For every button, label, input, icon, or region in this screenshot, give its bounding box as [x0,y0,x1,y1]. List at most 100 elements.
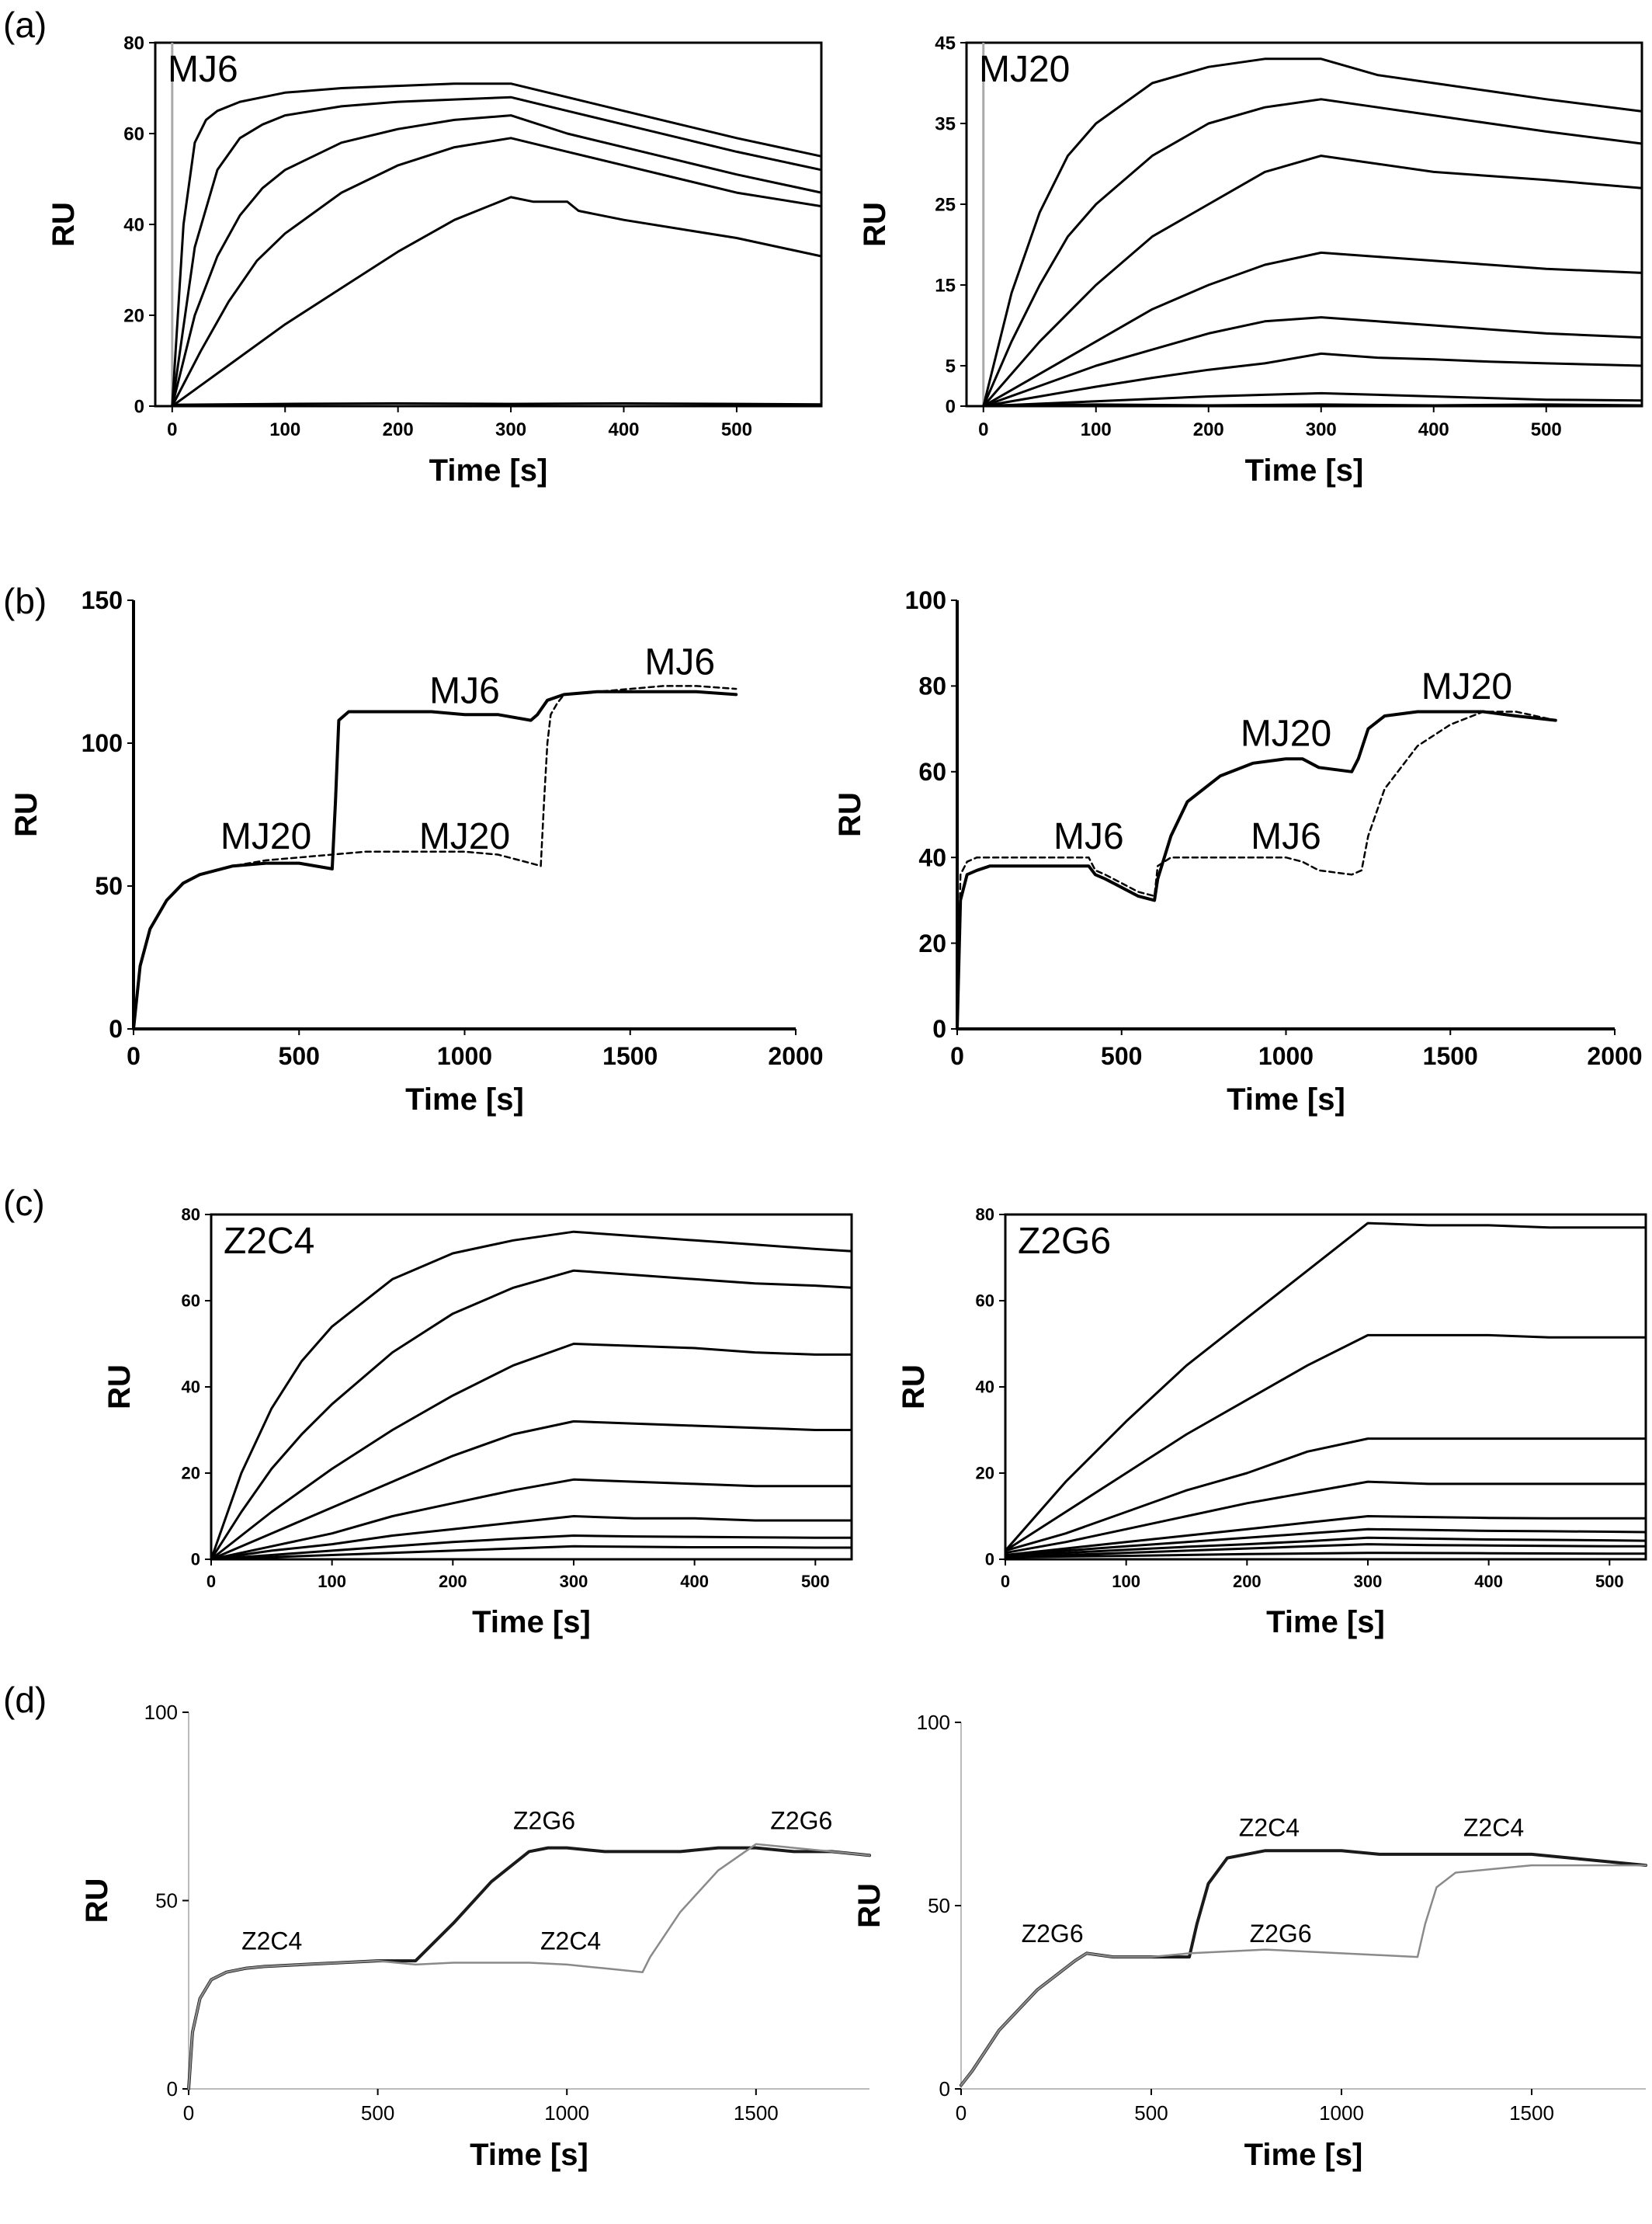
plot-frame [965,41,1643,408]
x-tick-label: 400 [608,419,639,440]
series-line [1004,1527,1647,1556]
y-axis-label: RU [852,1883,887,1928]
plot-frame [1004,1213,1647,1561]
x-axis-label: Time [s] [1266,1605,1385,1639]
y-tick-label: 20 [976,1464,994,1483]
plot-frame [210,1213,853,1561]
y-tick-label: 60 [182,1291,200,1311]
annotation-label: MJ20 [1421,666,1512,707]
series-line [187,1846,871,2090]
y-tick-label: 50 [928,1894,950,1917]
x-tick-label: 300 [495,419,526,440]
y-tick-label: 35 [935,113,956,134]
annotation-label: Z2G6 [513,1806,575,1834]
series-line [982,352,1643,408]
x-tick-label: 0 [956,2101,967,2125]
x-tick-label: 200 [439,1572,467,1591]
series-line [210,1515,853,1561]
x-tick-label: 200 [1193,419,1224,440]
x-tick-label: 500 [1595,1572,1624,1591]
x-tick-label: 300 [1354,1572,1383,1591]
x-axis-label: Time [s] [472,1605,591,1639]
y-tick-label: 0 [134,396,144,417]
annotation-label: Z2C4 [1463,1813,1524,1841]
x-tick-label: 2000 [1587,1042,1642,1070]
panel-label-b: (b) [3,581,47,621]
annotation-label: MJ20 [419,816,510,857]
y-tick-label: 80 [182,1205,200,1225]
series-line [982,391,1643,408]
series-line [132,685,738,1030]
x-tick-label: 500 [1531,419,1562,440]
x-tick-label: 100 [1081,419,1112,440]
x-tick-label: 100 [1112,1572,1140,1591]
annotation-label: MJ6 [644,642,715,683]
series-line [132,690,738,1030]
x-tick-label: 300 [560,1572,588,1591]
y-tick-label: 15 [935,275,956,296]
x-tick-label: 1000 [1258,1042,1314,1070]
inset-label: Z2C4 [224,1221,314,1262]
series-line [1004,1552,1647,1559]
y-tick-label: 50 [155,1889,178,1913]
annotation-label: Z2C4 [241,1927,302,1955]
series-line [982,251,1643,408]
series-line [210,1420,853,1561]
x-tick-label: 300 [1306,419,1337,440]
y-tick-label: 150 [82,586,123,614]
y-tick-label: 25 [935,194,956,215]
series-line [210,1478,853,1561]
y-axis-label: RU [102,1364,137,1409]
series-line [1004,1536,1647,1556]
y-tick-label: 0 [191,1550,200,1569]
annotation-label: Z2G6 [1250,1920,1312,1948]
annotation-label: MJ6 [1251,816,1321,857]
x-tick-label: 2000 [768,1042,823,1070]
y-axis-label: RU [9,792,43,837]
series-line [171,96,823,408]
x-tick-label: 0 [183,2101,194,2125]
series-line [1004,1515,1647,1556]
series-line [210,1230,853,1561]
chart-a1: 0 100 200 300 400 500 0 20 40 60 80 Time [s] RU MJ6 [47,33,823,488]
series-line [171,402,823,406]
series-line [210,1269,853,1561]
chart-a2: 0 100 200 300 400 500 0 5 15 25 35 45 Time [s] RU MJ20 [858,33,1643,488]
chart-c2: 0 100 200 300 400 500 0 20 40 60 80 Time [s] RU Z2G6 [897,1205,1647,1639]
x-tick-label: 0 [127,1042,141,1070]
series-line [171,137,823,408]
annotation-label: Z2C4 [1239,1813,1300,1841]
series-line [960,1864,1647,2087]
x-tick-label: 100 [269,419,300,440]
x-tick-label: 1000 [1319,2101,1364,2125]
series-line [187,1843,871,2090]
x-tick-label: 500 [1101,1042,1142,1070]
annotation-label: MJ20 [1241,714,1331,755]
chart-b2: 0 500 1000 1500 2000 0 20 40 60 80 100 Time [s] RU MJ… [833,586,1643,1117]
chart-c1: 0 100 200 300 400 500 0 20 40 60 80 Time [s] RU Z2C4 [102,1205,853,1639]
y-tick-label: 40 [976,1378,994,1397]
y-tick-label: 20 [182,1464,200,1483]
x-tick-label: 500 [361,2101,394,2125]
y-tick-label: 60 [976,1291,994,1311]
x-tick-label: 400 [680,1572,709,1591]
series-line [960,1849,1647,2087]
y-tick-label: 100 [905,586,946,614]
series-line [210,1343,853,1561]
y-tick-label: 60 [918,758,946,786]
series-line [982,155,1643,408]
panel-label-a: (a) [3,5,47,45]
x-axis-label: Time [s] [429,453,548,488]
y-axis-label: RU [47,202,81,247]
series-line [210,1534,853,1561]
x-axis-label: Time [s] [405,1082,524,1117]
y-tick-label: 0 [932,1015,946,1043]
series-line [1004,1437,1647,1552]
series-line [1004,1221,1647,1552]
x-tick-label: 500 [801,1572,830,1591]
inset-label: MJ20 [979,49,1070,90]
series-line [982,316,1643,408]
annotation-label: Z2C4 [540,1927,601,1955]
x-tick-label: 0 [167,419,177,440]
